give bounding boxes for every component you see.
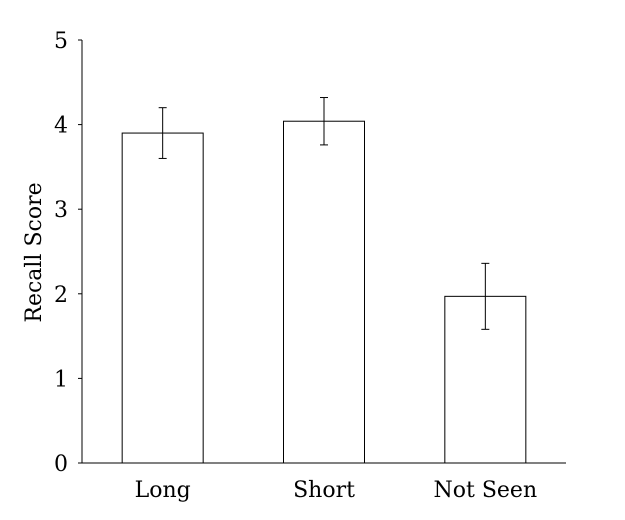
labels: 0 1 2 3 4 5 Long Short Not Seen [54, 29, 537, 503]
bar-short [283, 120, 365, 464]
error-bars [158, 97, 490, 330]
y-tick-label: 3 [54, 198, 68, 223]
y-tick-label: 2 [54, 283, 68, 308]
y-tick-label: 5 [54, 29, 68, 54]
y-tick-label: 4 [54, 114, 68, 139]
y-tick-label: 1 [54, 367, 68, 392]
x-tick-label: Long [135, 478, 191, 503]
x-tick-label: Short [293, 478, 355, 503]
y-axis-label: Recall Score [22, 182, 47, 322]
x-tick-label: Not Seen [434, 478, 538, 503]
bars [121, 120, 527, 464]
y-tick-label: 0 [54, 452, 68, 477]
bar-long [121, 132, 204, 464]
